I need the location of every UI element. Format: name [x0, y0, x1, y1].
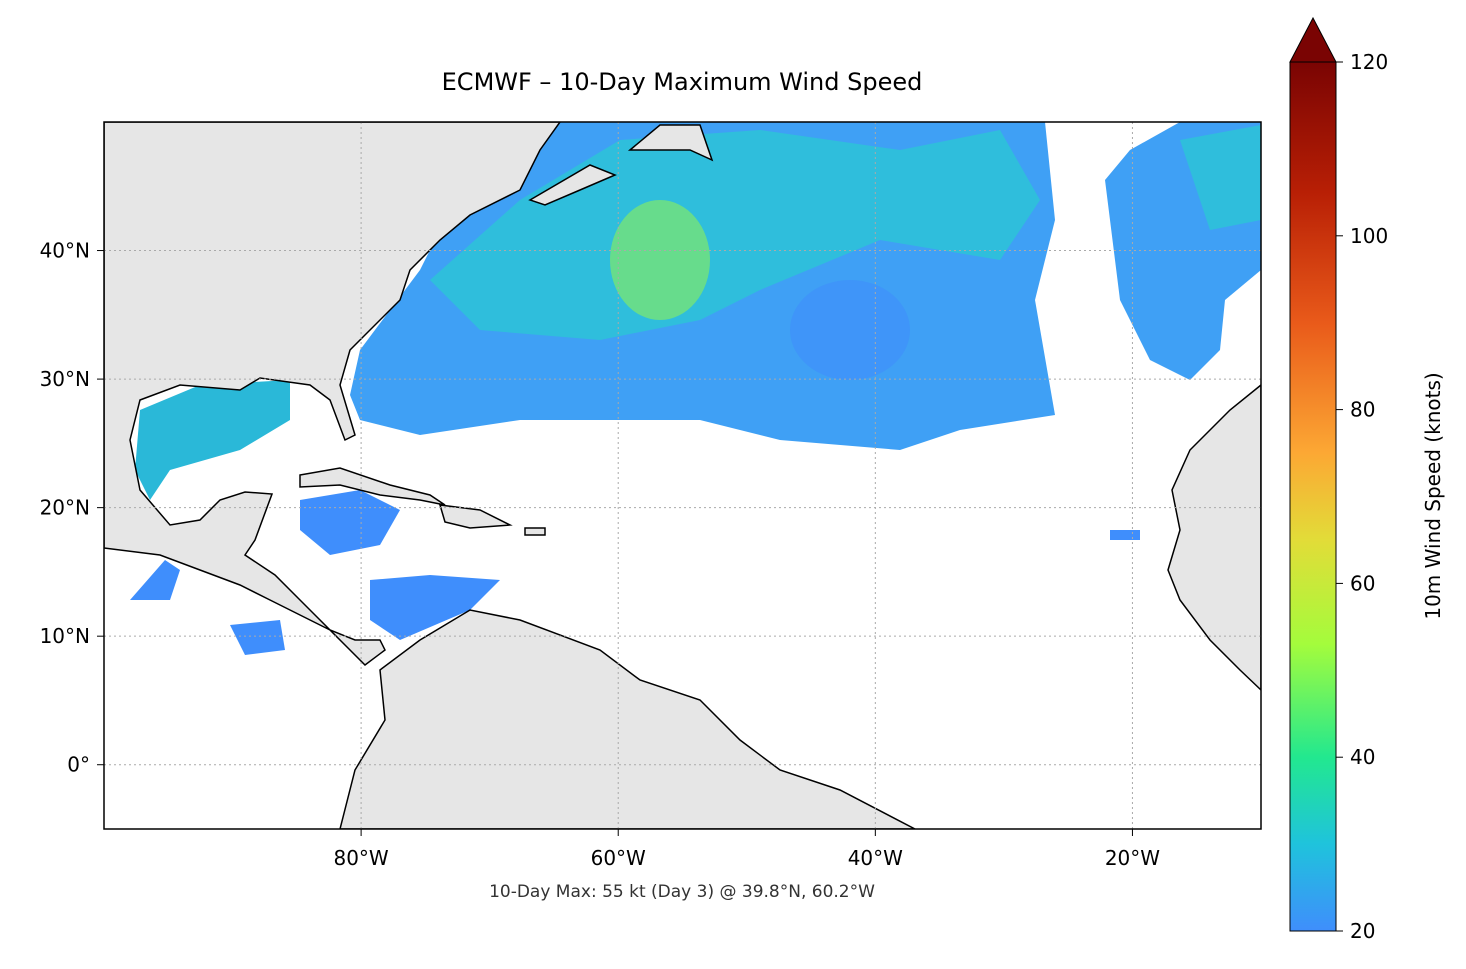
x-tick-label: 80°W [333, 846, 388, 870]
colorbar-tick-label: 60 [1350, 571, 1375, 595]
colorbar-label: 10m Wind Speed (knots) [1421, 372, 1445, 619]
x-tick-label: 60°W [591, 846, 646, 870]
x-tick-label: 40°W [848, 846, 903, 870]
map [104, 122, 1261, 829]
annotation: 10-Day Max: 55 kt (Day 3) @ 39.8°N, 60.2… [489, 882, 875, 902]
chart-title: ECMWF – 10-Day Maximum Wind Speed [442, 68, 923, 96]
y-tick-label: 0° [67, 753, 90, 777]
x-tick-label: 20°W [1105, 846, 1160, 870]
y-tick-label: 20°N [40, 496, 90, 520]
y-tick-label: 10°N [40, 624, 90, 648]
colorbar-tick-label: 100 [1350, 224, 1388, 248]
y-tick-label: 30°N [40, 367, 90, 391]
colorbar: 20 40 60 80 100 120 [1289, 16, 1388, 943]
colorbar-extend [1289, 16, 1337, 63]
colorbar-tick-label: 80 [1350, 398, 1375, 422]
colorbar-body [1289, 61, 1337, 932]
map-frame [103, 121, 1262, 830]
land [104, 122, 1261, 829]
colorbar-tick-label: 40 [1350, 745, 1375, 769]
colorbar-tick-label: 120 [1350, 50, 1388, 74]
y-tick-label: 40°N [40, 239, 90, 263]
colorbar-tick-label: 20 [1350, 919, 1375, 943]
